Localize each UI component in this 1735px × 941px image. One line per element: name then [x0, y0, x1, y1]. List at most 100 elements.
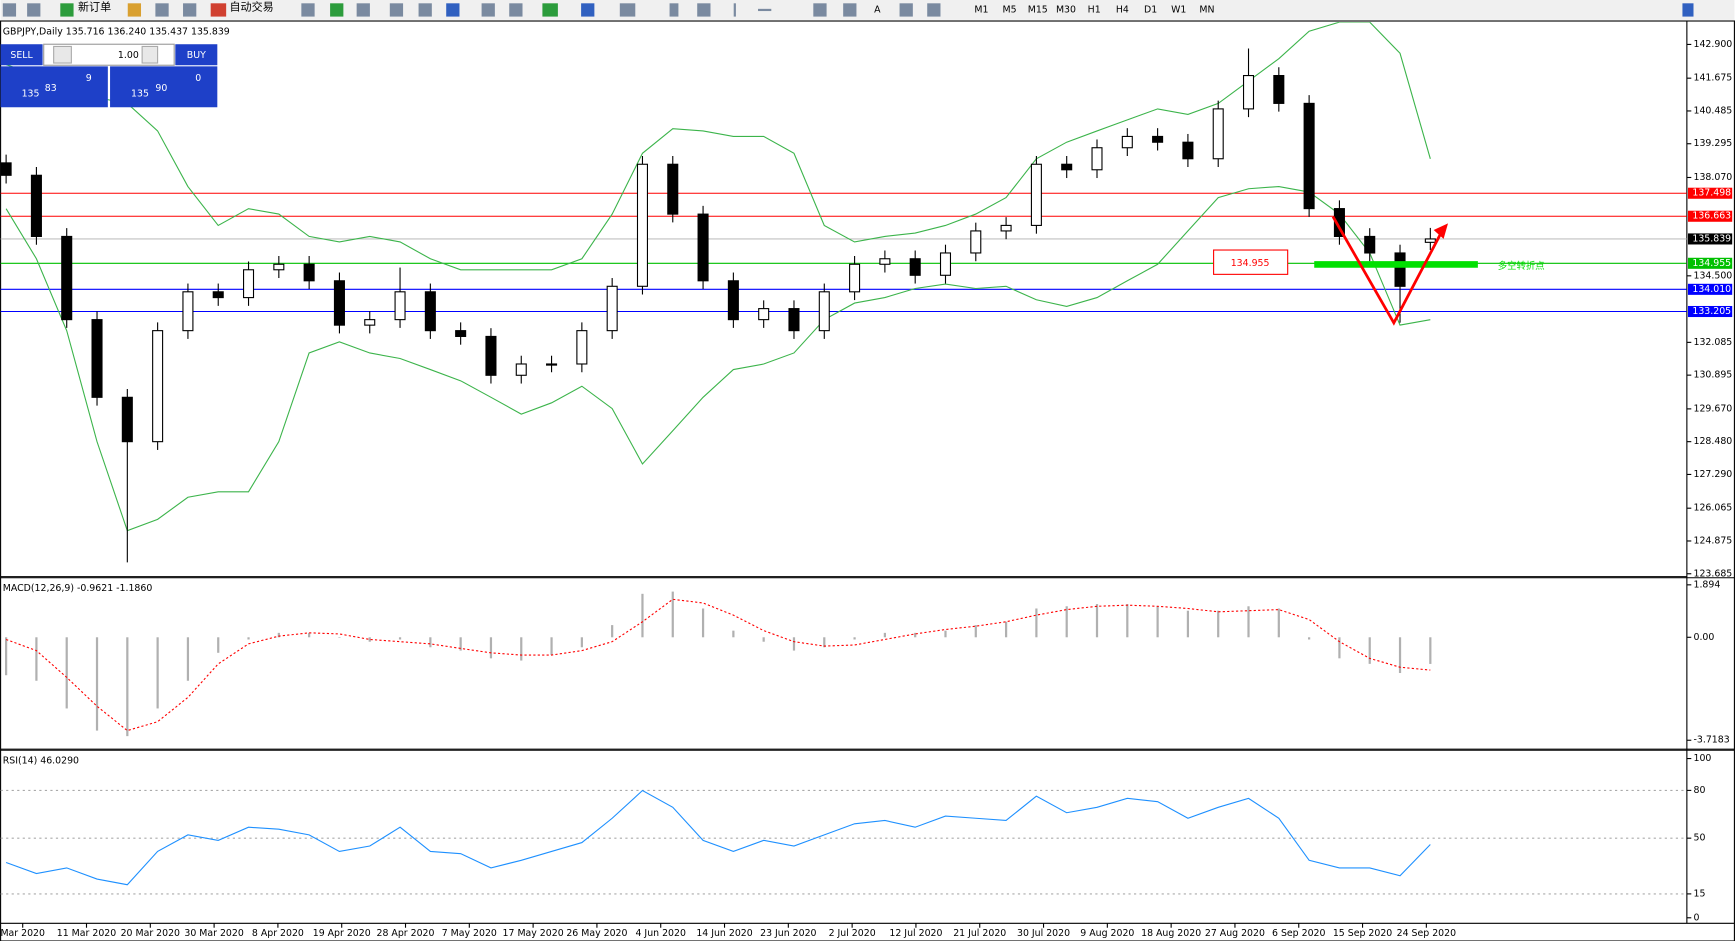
macd-bar — [95, 637, 99, 731]
sell-price-pips: 83 — [45, 83, 57, 94]
candle-body — [515, 363, 527, 376]
icon[interactable] — [899, 3, 913, 17]
x-tick-label: 2 Jul 2020 — [829, 928, 876, 939]
x-tick-label: 21 Jul 2020 — [953, 928, 1006, 939]
macd-bar — [1217, 610, 1220, 638]
chart-frame — [0, 20, 1735, 941]
timeframe-button[interactable]: H4 — [1116, 4, 1129, 15]
icon[interactable] — [758, 8, 772, 12]
sell-price-point: 9 — [86, 73, 92, 84]
x-tick-label: 6 Sep 2020 — [1272, 928, 1325, 939]
icon[interactable] — [356, 3, 370, 17]
x-tick-label: 27 Aug 2020 — [1205, 928, 1265, 939]
candle-body — [1182, 141, 1194, 160]
candle-body — [485, 335, 497, 376]
x-tick-label: 23 Jun 2020 — [760, 928, 816, 939]
y-tick-label: 141.675 — [1694, 73, 1733, 84]
macd-bar — [1065, 606, 1068, 638]
icon[interactable] — [301, 3, 315, 17]
candle-body — [1394, 252, 1406, 287]
icon[interactable] — [669, 3, 679, 17]
icon[interactable] — [27, 3, 41, 17]
candle-body — [697, 213, 709, 282]
y-tick-label: 1.894 — [1694, 579, 1721, 590]
macd-bar — [853, 637, 856, 640]
icon[interactable] — [697, 3, 711, 17]
macd-bar — [1308, 637, 1311, 640]
icon[interactable] — [127, 3, 142, 17]
icon[interactable] — [581, 3, 595, 17]
icon[interactable] — [733, 3, 736, 17]
icon[interactable] — [509, 3, 523, 17]
arrow-head — [1433, 223, 1449, 239]
candle-body — [1273, 75, 1285, 104]
icon[interactable] — [1682, 3, 1694, 17]
buy-price-box[interactable] — [110, 66, 218, 108]
icon[interactable] — [418, 3, 432, 17]
icon[interactable] — [2, 3, 17, 17]
candle-body — [576, 330, 588, 365]
y-tick-label: 15 — [1694, 888, 1706, 899]
annotation-label: 多空转折点 — [1498, 260, 1545, 272]
x-tick-label: 12 Jul 2020 — [889, 928, 942, 939]
sell-price-big: 135 — [22, 88, 40, 99]
price-level-box — [1687, 283, 1733, 295]
price-level-box — [1687, 257, 1733, 269]
icon[interactable] — [843, 3, 857, 17]
timeframe-button[interactable]: W1 — [1171, 4, 1186, 15]
v-arrow — [1331, 216, 1442, 326]
icon[interactable] — [619, 3, 636, 17]
price-level-label: 134.010 — [1692, 284, 1731, 295]
timeframe-button[interactable]: D1 — [1144, 4, 1157, 15]
lot-spinner[interactable] — [141, 45, 159, 64]
buy-price-point: 0 — [195, 73, 201, 84]
icon[interactable] — [927, 3, 941, 17]
icon[interactable] — [330, 3, 344, 17]
icon[interactable] — [210, 3, 227, 17]
macd-bar — [65, 637, 68, 709]
auto-trading-button[interactable]: 自动交易 — [229, 0, 273, 14]
x-tick-label: 17 May 2020 — [503, 928, 564, 939]
macd-bar — [186, 637, 190, 681]
trade-panel: SELL 1.00 BUY 135 83 9 135 90 0 — [0, 43, 218, 108]
sell-button[interactable] — [0, 44, 43, 66]
candle-body — [91, 319, 103, 398]
timeframe-button[interactable]: H1 — [1088, 4, 1101, 15]
timeframe-button[interactable]: MN — [1199, 4, 1214, 15]
x-tick-label: 26 May 2020 — [566, 928, 627, 939]
signal-line — [5, 598, 1431, 732]
new-order-button[interactable]: 新订单 — [78, 0, 111, 14]
y-tick-label: 0.00 — [1694, 632, 1715, 643]
sell-price-box[interactable] — [0, 66, 108, 108]
timeframe-button[interactable]: M1 — [974, 4, 988, 15]
icon[interactable] — [813, 3, 827, 17]
icon[interactable] — [60, 3, 74, 17]
panel-title: RSI(14) 46.0290 — [3, 755, 79, 766]
timeframe-button[interactable]: M5 — [1003, 4, 1017, 15]
timeframe-button[interactable]: M30 — [1056, 4, 1076, 15]
macd-bar — [1126, 604, 1129, 638]
icon[interactable] — [155, 3, 169, 17]
buy-button[interactable] — [175, 44, 218, 66]
icon[interactable] — [183, 3, 197, 17]
y-tick-label: 134.500 — [1694, 270, 1733, 281]
lot-spinner[interactable] — [53, 45, 72, 64]
y-tick-label: 80 — [1694, 785, 1706, 796]
x-tick-label: 15 Sep 2020 — [1333, 928, 1392, 939]
macd-bar — [308, 632, 311, 638]
icon[interactable] — [446, 3, 460, 17]
text-tool[interactable]: A — [874, 4, 881, 15]
macd-bar — [1368, 637, 1371, 664]
x-tick-label: 7 May 2020 — [442, 928, 497, 939]
icon[interactable] — [389, 3, 404, 17]
candle-body — [546, 363, 558, 366]
icon[interactable] — [481, 3, 495, 17]
macd-bar — [580, 637, 583, 648]
icon[interactable] — [542, 3, 558, 17]
toolbar — [0, 0, 1735, 20]
candle-body — [727, 280, 739, 321]
timeframe-button[interactable]: M15 — [1028, 4, 1048, 15]
candle-body — [939, 252, 952, 276]
candle-body — [1364, 235, 1376, 254]
price-level-box — [1687, 305, 1733, 318]
